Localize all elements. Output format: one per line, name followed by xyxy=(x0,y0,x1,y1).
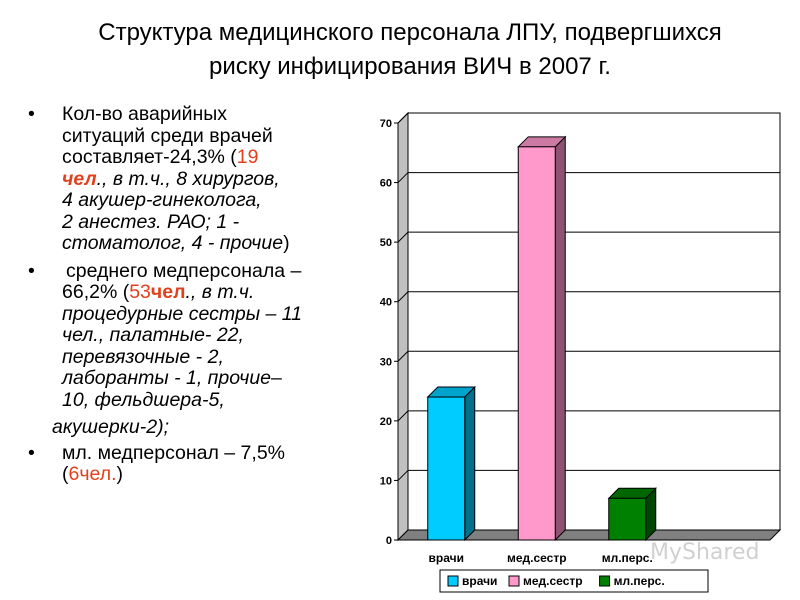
text-line: Кол-во аварийных xyxy=(62,103,228,125)
bullet-dot-icon: • xyxy=(28,441,35,464)
bullet-dot-icon: • xyxy=(28,259,35,282)
text-line: 10, фельдшера-5, xyxy=(62,388,225,411)
title-line-1: Структура медицинского персонала ЛПУ, по… xyxy=(98,19,722,46)
text-line: мл. медперсонал – 7,5% xyxy=(62,441,286,464)
text-run: ) xyxy=(283,232,290,254)
bullet-junior-staff: • мл. медперсонал – 7,5% (6чел.) xyxy=(28,441,358,486)
text-line: ситуаций среди врачей xyxy=(62,124,273,147)
text-line: среднего медперсонала – xyxy=(66,259,302,282)
text-run: составляет-24,3% ( xyxy=(62,146,237,168)
gridline-side xyxy=(397,172,409,183)
bar xyxy=(608,497,647,541)
title-line-2: риску инфицирования ВИЧ в 2007 г. xyxy=(209,53,611,80)
legend-swatch xyxy=(599,575,611,587)
x-category-label: мл.перс. xyxy=(602,551,653,565)
gridline-side xyxy=(397,112,409,124)
y-tick-label: 50 xyxy=(380,237,392,249)
bar xyxy=(517,146,556,541)
text-line: 2 анестез. РАО; 1 - xyxy=(62,210,240,233)
bullet-nurses: • среднего медперсонала – 66,2% (53чел.,… xyxy=(28,259,358,412)
legend-swatch xyxy=(447,575,459,587)
text-line: лаборанты - 1, прочие– xyxy=(62,367,282,389)
gridline-side xyxy=(397,291,409,303)
x-category-label: врачи xyxy=(429,551,464,565)
text-run: ., в т.ч. xyxy=(185,281,255,303)
text-run: 66,2% ( xyxy=(62,281,130,303)
y-tick-label: 0 xyxy=(386,535,392,547)
y-tick-label: 40 xyxy=(380,297,392,309)
watermark-text: MyShared xyxy=(650,540,760,565)
bullet-doctors: • Кол-во аварийных ситуаций среди врачей… xyxy=(28,103,358,255)
gridline-side xyxy=(397,350,409,362)
bullet-list: • Кол-во аварийных ситуаций среди врачей… xyxy=(28,103,358,492)
y-tick-label: 30 xyxy=(380,356,392,368)
text-line: 4 акушер-гинеколога, xyxy=(62,189,262,211)
text-line: 66,2% (53чел., в т.ч. xyxy=(62,281,358,304)
text-run: ., в т.ч., 8 хирургов, xyxy=(96,167,280,190)
text-line: перевязочные - 2, xyxy=(62,345,224,368)
gridline-side xyxy=(397,410,409,422)
legend-label: врачи xyxy=(462,574,497,588)
text-run: стоматолог, 4 - прочие xyxy=(62,232,284,254)
text-line: чел., в т.ч., 8 хирургов, xyxy=(62,167,358,191)
text-run: ) xyxy=(116,463,124,485)
gridline-side xyxy=(397,470,409,481)
bar-side xyxy=(464,385,476,542)
legend-label: мед.сестр xyxy=(523,574,583,588)
x-category-label: мед.сестр xyxy=(507,551,567,565)
highlight-unit: чел xyxy=(150,281,186,303)
text-run: ( xyxy=(62,463,69,485)
y-tick-label: 60 xyxy=(380,178,392,190)
highlight-count: 53 xyxy=(129,281,151,303)
bar-side xyxy=(554,135,566,542)
legend-label: мл.перс. xyxy=(614,574,665,588)
legend-box xyxy=(439,569,709,593)
bar xyxy=(427,396,466,541)
bar-chart: 0 10 20 30 40 50 60 70 врачи мед.сестр мл.перс. вра… xyxy=(380,111,782,593)
text-line: акушерки-2); xyxy=(52,416,169,438)
text-line: стоматолог, 4 - прочие) xyxy=(62,232,358,255)
highlight-count: 19 xyxy=(236,146,259,168)
text-line: чел., палатные- 22, xyxy=(62,324,244,346)
legend-swatch xyxy=(508,575,520,587)
text-line: процедурные сестры – 11 xyxy=(62,302,302,325)
slide-title: Структура медицинского персонала ЛПУ, по… xyxy=(40,16,780,84)
y-tick-label: 20 xyxy=(380,416,392,428)
bullet-dot-icon: • xyxy=(28,103,35,125)
y-tick-label: 70 xyxy=(380,118,392,130)
text-line: составляет-24,3% (19 xyxy=(62,146,358,169)
highlight-unit: чел xyxy=(62,167,97,190)
text-line: (6чел.) xyxy=(62,463,358,486)
y-tick-label: 10 xyxy=(380,475,392,487)
gridline-side xyxy=(397,231,409,243)
highlight-count: 6чел. xyxy=(68,463,117,485)
